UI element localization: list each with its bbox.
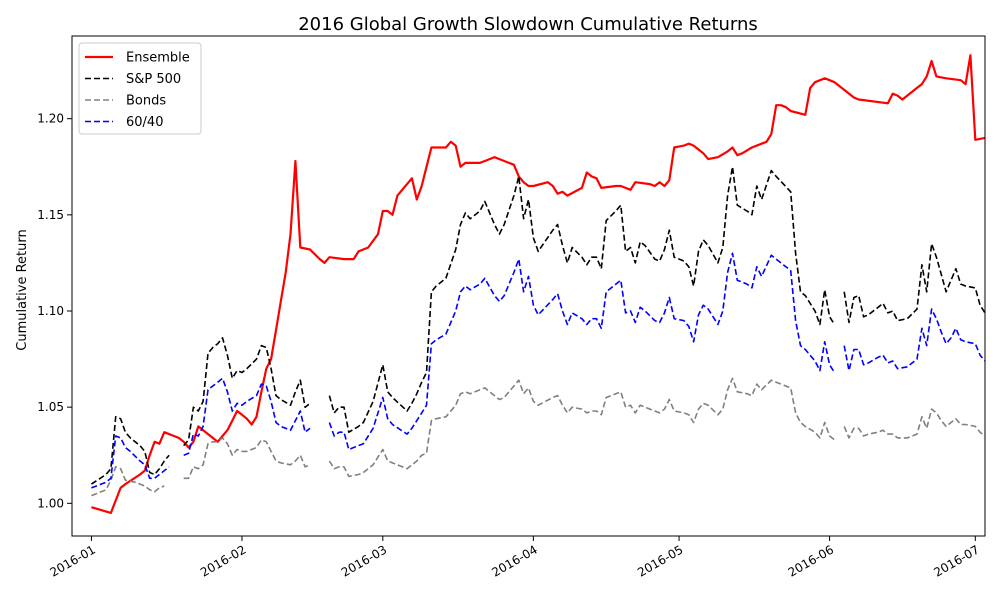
y-tick-label: 1.20	[37, 112, 64, 126]
plot-frame	[71, 35, 986, 537]
y-tick-label: 1.00	[37, 496, 64, 510]
chart-title: 2016 Global Growth Slowdown Cumulative R…	[298, 14, 758, 35]
y-axis-label: Cumulative Return	[15, 229, 30, 350]
series-line-ensemble	[91, 54, 985, 514]
legend-label: Ensemble	[126, 51, 190, 66]
series-line-60-40	[91, 252, 985, 489]
legend-label: Bonds	[126, 94, 166, 109]
series-layer	[90, 54, 985, 514]
y-tick-label: 1.10	[37, 304, 64, 318]
legend-label: S&P 500	[126, 72, 181, 87]
y-tick-label: 1.05	[37, 400, 64, 414]
series-line-s-p-500	[90, 166, 985, 485]
legend-box	[78, 42, 202, 135]
y-tick-label: 1.15	[37, 208, 64, 222]
legend: Ensemble S&P 500 Bonds 60/40	[78, 42, 202, 135]
legend-label: 60/40	[126, 115, 163, 130]
series-line-bonds	[91, 377, 985, 497]
